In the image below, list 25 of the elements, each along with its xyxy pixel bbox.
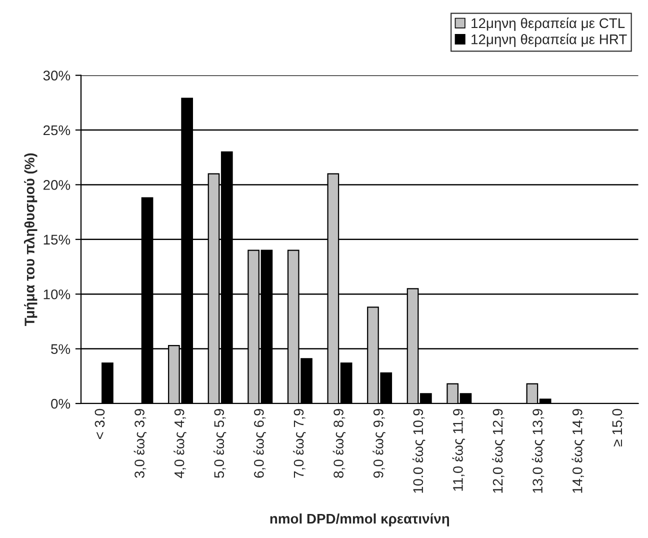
x-tick-label: 7,0 έως 7,9 <box>293 409 306 478</box>
x-axis-title: nmol DPD/mmol κρεατινίνη <box>270 513 449 526</box>
y-tick-label: 5% <box>51 344 70 354</box>
y-tick-label: 10% <box>44 289 70 300</box>
x-tick-label: 4,0 έως 4,9 <box>174 409 186 478</box>
x-tick-label: 13,0 έως 13,9 <box>532 409 545 493</box>
x-tick-label: 11,0 έως 11,9 <box>452 409 466 491</box>
y-tick-label: 25% <box>43 125 70 136</box>
x-tick-label: 8,0 έως 8,9 <box>332 409 346 478</box>
x-tick-label: 9,0 έως 9,9 <box>372 409 386 478</box>
x-tick-label: 12,0 έως 12,9 <box>492 409 505 493</box>
y-tick-label: 15% <box>44 234 70 245</box>
x-tick-label: 6,0 έως 6,9 <box>253 409 266 478</box>
x-tick-label: < 3.0 <box>94 408 105 439</box>
x-tick-label: 14,0 έως 14,9 <box>572 409 585 493</box>
x-tick-label: 3,0 έως 3,9 <box>134 409 147 478</box>
y-tick-label: 20% <box>43 180 70 190</box>
x-tick-label: ≥ 15,0 <box>612 408 624 446</box>
x-tick-label: 10.0 έως 10,9 <box>412 409 426 493</box>
y-tick-label: 30% <box>43 70 70 80</box>
x-tick-label: 5,0 έως 5,9 <box>213 409 226 478</box>
y-tick-label: 0% <box>51 398 70 409</box>
y-axis-title: Τμήμα του πληθυσμού (%) <box>24 153 38 326</box>
legend-label: 12μηνη θεραπεία με HRT <box>472 34 627 47</box>
legend-label: 12μηνη θεραπεία με CTL <box>472 18 625 31</box>
